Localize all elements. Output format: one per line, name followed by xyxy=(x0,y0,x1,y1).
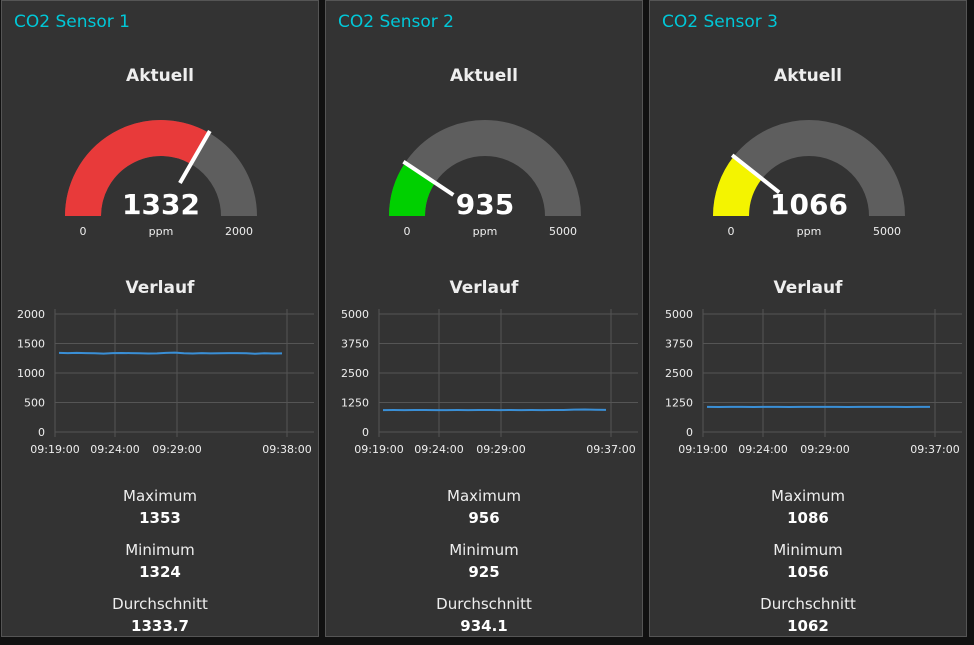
gauge-min-label: 0 xyxy=(80,225,87,238)
stat-value-minimum: 1324 xyxy=(139,563,181,581)
stat-value-maximum: 1353 xyxy=(139,509,181,527)
stat-value-minimum: 1056 xyxy=(787,563,829,581)
gauge-needle xyxy=(178,130,212,185)
y-tick-label: 0 xyxy=(38,426,45,439)
gauge-unit: ppm xyxy=(149,225,174,238)
chart-heading: Verlauf xyxy=(773,278,843,298)
gauge-needle xyxy=(730,153,781,194)
stat-label-average: Durchschnitt xyxy=(436,595,532,613)
gauge-fill xyxy=(65,120,209,217)
y-tick-label: 5000 xyxy=(341,308,369,321)
gauge-value: 1332 xyxy=(122,188,200,221)
x-tick-label: 09:24:00 xyxy=(90,443,139,456)
y-tick-label: 1250 xyxy=(665,397,693,410)
gauge-heading: Aktuell xyxy=(774,66,842,86)
history-chart: 5000 3750 2500 1250 0 09:19:00 09:24:00 09:29:0… xyxy=(341,308,638,456)
stat-label-maximum: Maximum xyxy=(771,487,845,505)
gauge-value: 1066 xyxy=(770,188,848,221)
stat-value-average: 934.1 xyxy=(460,617,508,635)
y-tick-label: 3750 xyxy=(665,338,693,351)
x-tick-label: 09:19:00 xyxy=(30,443,79,456)
history-chart: 2000 1500 1000 500 0 09:19:00 09:24:00 09:29:00… xyxy=(17,308,314,456)
x-tick-label: 09:29:00 xyxy=(152,443,201,456)
gauge-unit: ppm xyxy=(473,225,498,238)
gauge-max-label: 5000 xyxy=(873,225,901,238)
history-chart: 5000 3750 2500 1250 0 09:19:00 09:24:00 09:29:0… xyxy=(665,308,962,456)
y-tick-label: 5000 xyxy=(665,308,693,321)
stat-label-minimum: Minimum xyxy=(125,541,195,559)
stat-value-maximum: 1086 xyxy=(787,509,829,527)
stat-value-minimum: 925 xyxy=(468,563,500,581)
gauge-max-label: 5000 xyxy=(549,225,577,238)
stat-value-average: 1333.7 xyxy=(131,617,189,635)
card-title: CO2 Sensor 2 xyxy=(338,12,454,32)
y-tick-label: 2500 xyxy=(665,367,693,380)
x-tick-label: 09:24:00 xyxy=(738,443,787,456)
x-tick-label: 09:37:00 xyxy=(910,443,959,456)
x-tick-label: 09:19:00 xyxy=(354,443,403,456)
stat-label-maximum: Maximum xyxy=(447,487,521,505)
x-tick-label: 09:24:00 xyxy=(414,443,463,456)
chart-heading: Verlauf xyxy=(125,278,195,298)
gauge-min-label: 0 xyxy=(404,225,411,238)
card-title: CO2 Sensor 1 xyxy=(14,12,130,32)
gauge-unit: ppm xyxy=(797,225,822,238)
stat-value-average: 1062 xyxy=(787,617,829,635)
card-title: CO2 Sensor 3 xyxy=(662,12,778,32)
sensor-card-3: CO2 Sensor 3 Aktuell 1066 ppm 0 5000 Verlau… xyxy=(649,0,967,637)
y-tick-label: 1500 xyxy=(17,338,45,351)
series-line xyxy=(58,351,283,355)
co2-gauge: 1066 ppm 0 5000 xyxy=(713,120,905,238)
series-line xyxy=(382,408,607,412)
gauge-fill xyxy=(713,156,763,217)
y-tick-label: 0 xyxy=(686,426,693,439)
y-tick-label: 1000 xyxy=(17,367,45,380)
gauge-value: 935 xyxy=(456,188,514,221)
stat-label-minimum: Minimum xyxy=(449,541,519,559)
x-tick-label: 09:37:00 xyxy=(586,443,635,456)
x-tick-label: 09:38:00 xyxy=(262,443,311,456)
co2-gauge: 1332 ppm 0 2000 xyxy=(65,120,257,238)
y-tick-label: 0 xyxy=(362,426,369,439)
y-tick-label: 500 xyxy=(24,397,45,410)
stat-label-average: Durchschnitt xyxy=(760,595,856,613)
x-tick-label: 09:19:00 xyxy=(678,443,727,456)
y-tick-label: 2500 xyxy=(341,367,369,380)
gauge-needle xyxy=(402,160,455,197)
x-tick-label: 09:29:00 xyxy=(476,443,525,456)
stat-label-maximum: Maximum xyxy=(123,487,197,505)
stat-value-maximum: 956 xyxy=(468,509,500,527)
x-tick-label: 09:29:00 xyxy=(800,443,849,456)
gauge-min-label: 0 xyxy=(728,225,735,238)
gauge-max-label: 2000 xyxy=(225,225,253,238)
co2-gauge: 935 ppm 0 5000 xyxy=(389,120,581,238)
gauge-fill xyxy=(389,162,436,217)
stat-label-minimum: Minimum xyxy=(773,541,843,559)
stat-label-average: Durchschnitt xyxy=(112,595,208,613)
y-tick-label: 3750 xyxy=(341,338,369,351)
sensor-card-1: CO2 Sensor 1 Aktuell 1332 ppm 0 2000 Verlau… xyxy=(1,0,319,637)
gauge-heading: Aktuell xyxy=(450,66,518,86)
gauge-heading: Aktuell xyxy=(126,66,194,86)
chart-heading: Verlauf xyxy=(449,278,519,298)
y-tick-label: 2000 xyxy=(17,308,45,321)
sensor-card-2: CO2 Sensor 2 Aktuell 935 ppm 0 5000 Verlauf… xyxy=(325,0,643,637)
y-tick-label: 1250 xyxy=(341,397,369,410)
